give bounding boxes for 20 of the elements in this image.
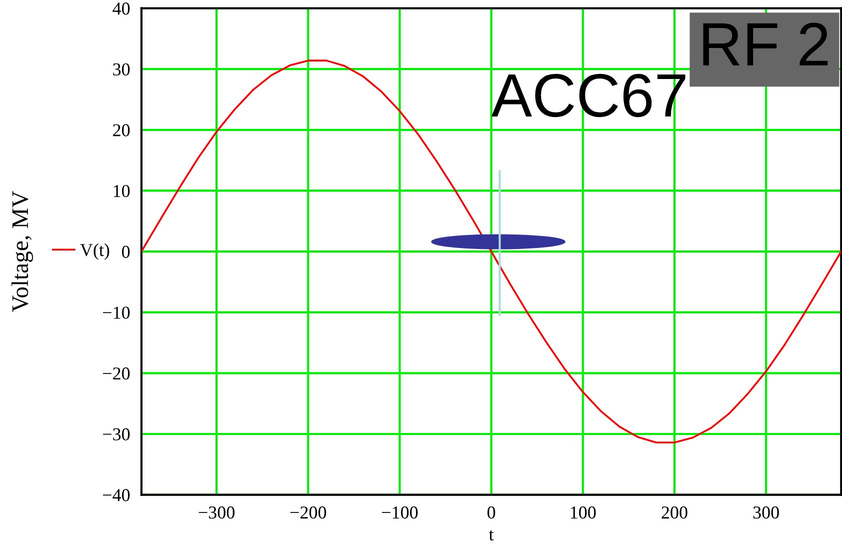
x-tick-label: 0 — [487, 506, 496, 519]
y-tick-label: 20 — [113, 124, 130, 136]
y-tick-label: 10 — [114, 184, 130, 198]
y-tick-label: −20 — [103, 367, 130, 380]
y-axis-title: Voltage, MV — [12, 191, 33, 312]
annotation: RF 2 — [703, 22, 828, 66]
x-tick-label: 100 — [570, 506, 596, 519]
x-tick-label: −200 — [290, 506, 326, 519]
y-tick-label: −30 — [103, 428, 130, 440]
x-tick-label: −100 — [382, 506, 418, 519]
legend-label: V(t) — [80, 243, 110, 260]
x-tick-label: 300 — [753, 506, 779, 519]
y-tick-label: 0 — [122, 246, 130, 258]
x-tick-label: −300 — [198, 506, 234, 519]
y-tick-label: 30 — [113, 63, 130, 76]
x-tick-label: 200 — [662, 506, 688, 519]
x-axis-title: t — [488, 530, 494, 541]
y-tick-label: −40 — [103, 489, 130, 502]
y-tick-label: −10 — [103, 306, 130, 319]
y-tick-label: 40 — [112, 2, 130, 15]
